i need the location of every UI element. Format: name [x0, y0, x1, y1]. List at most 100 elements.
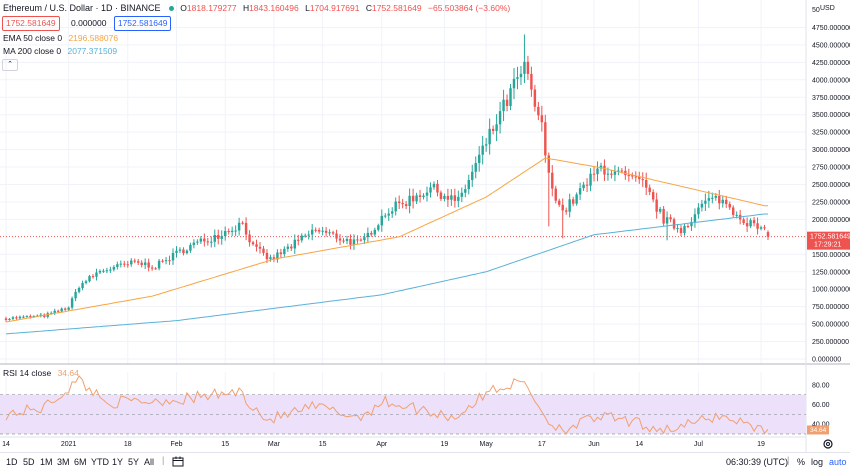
candle-body: [22, 316, 25, 318]
candle-body: [648, 187, 651, 193]
candle-body: [488, 128, 491, 145]
price-tick-label: 750.000000: [812, 304, 849, 311]
candle-body: [683, 226, 686, 234]
bottom-toolbar: 1D 5D 1M 3M 6M YTD 1Y 5Y All | 06:30:39 …: [0, 452, 850, 471]
candle-body: [272, 257, 276, 260]
candle-body: [711, 197, 714, 199]
ema-value: 2196.588076: [68, 33, 119, 43]
symbol-title[interactable]: Ethereum / U.S. Dollar · 1D · BINANCE: [3, 3, 161, 13]
candle-body: [450, 195, 453, 200]
candle-body: [192, 242, 196, 245]
candle-body: [258, 246, 262, 249]
candle-body: [603, 165, 606, 175]
candle-body: [446, 195, 450, 200]
timeframe-5d[interactable]: 5D: [23, 457, 35, 467]
candle-body: [592, 173, 596, 175]
gear-ring: [823, 439, 833, 449]
timeframe-6m[interactable]: 6M: [74, 457, 87, 467]
candle-body: [457, 196, 460, 201]
timeframe-5y[interactable]: 5Y: [128, 457, 140, 467]
collapse-legend-button[interactable]: ⌃: [2, 59, 18, 71]
price-tick-label: 1500.000000: [812, 252, 850, 259]
timeframe-1m[interactable]: 1M: [40, 457, 53, 467]
ema-legend[interactable]: EMA 50 close 0 2196.588076: [3, 33, 122, 44]
timeframe-1d[interactable]: 1D: [6, 457, 18, 467]
candle-body: [564, 210, 568, 212]
candle-body: [53, 310, 56, 313]
candle-body: [234, 230, 237, 232]
candle-body: [182, 249, 185, 254]
rsi-line: [5, 375, 769, 435]
candle-body: [429, 187, 432, 193]
timeframe-all[interactable]: All: [144, 457, 155, 467]
candle-body: [63, 308, 67, 310]
ma-legend[interactable]: MA 200 close 0 2077.371509: [3, 46, 121, 57]
timeframe-ytd[interactable]: YTD: [91, 457, 109, 467]
gear-hub: [826, 442, 830, 446]
candle-body: [123, 263, 126, 265]
candle-body: [704, 200, 707, 204]
timeframe-3m[interactable]: 3M: [57, 457, 70, 467]
candle-body: [189, 244, 192, 251]
candle-body: [248, 234, 251, 243]
candle-body: [297, 239, 300, 241]
candle-body: [119, 263, 123, 265]
chart-legend: Ethereum / U.S. Dollar · 1D · BINANCE O1…: [3, 3, 514, 14]
date-range-icon[interactable]: [172, 456, 184, 467]
candle-body: [436, 183, 439, 193]
candle-body: [380, 215, 383, 226]
candle-body: [693, 214, 697, 222]
rsi-legend[interactable]: RSI 14 close 34.64: [3, 368, 83, 379]
candle-body: [255, 244, 258, 247]
buy-button[interactable]: 1752.581649: [113, 16, 172, 31]
currency-label: USD: [820, 5, 835, 12]
ema50-line: [5, 157, 768, 323]
divider: |: [162, 455, 165, 465]
candle-body: [477, 154, 481, 164]
candle-body: [707, 198, 711, 201]
price-tick-label: 1000.000000: [812, 287, 850, 294]
candle-body: [157, 260, 161, 269]
time-tick-label: 14: [635, 441, 643, 448]
candle-body: [676, 228, 679, 230]
candle-body: [199, 238, 203, 242]
candle-body: [662, 208, 665, 224]
percent-toggle[interactable]: %: [797, 457, 806, 467]
candle-body: [230, 230, 234, 232]
candle-body: [502, 99, 505, 112]
candle-body: [373, 229, 377, 235]
candle-body: [582, 184, 585, 189]
candle-body: [307, 234, 310, 236]
utc-clock[interactable]: 06:30:39 (UTC): [726, 457, 789, 467]
timeframe-1y[interactable]: 1Y: [112, 457, 124, 467]
candle-body: [651, 192, 655, 200]
candle-body: [342, 240, 345, 242]
candle-body: [363, 237, 366, 241]
candle-body: [217, 234, 220, 239]
candle-body: [714, 195, 718, 198]
time-tick-label: 14: [2, 441, 10, 448]
price-tick-label: 2250.000000: [812, 199, 850, 206]
settings-gear-icon[interactable]: [823, 439, 833, 449]
candle-body: [404, 204, 408, 206]
candle-body: [220, 236, 223, 239]
log-toggle[interactable]: log: [811, 457, 824, 467]
candle-body: [154, 268, 157, 270]
sell-button[interactable]: 1752.581649: [2, 16, 60, 31]
candle-body: [314, 229, 317, 231]
candle-body: [391, 211, 394, 214]
rsi-label: RSI 14 close: [3, 368, 52, 378]
candle-body: [321, 230, 324, 232]
candle-body: [126, 264, 129, 266]
candle-body: [84, 281, 88, 283]
candle-body: [540, 115, 544, 123]
candle-body: [352, 239, 356, 245]
candle-body: [112, 266, 116, 270]
auto-toggle[interactable]: auto: [829, 457, 847, 467]
candle-body: [286, 246, 290, 249]
candle-body: [645, 180, 648, 188]
candle-body: [213, 234, 216, 242]
candle-body: [578, 188, 582, 195]
candle-body: [25, 316, 29, 318]
